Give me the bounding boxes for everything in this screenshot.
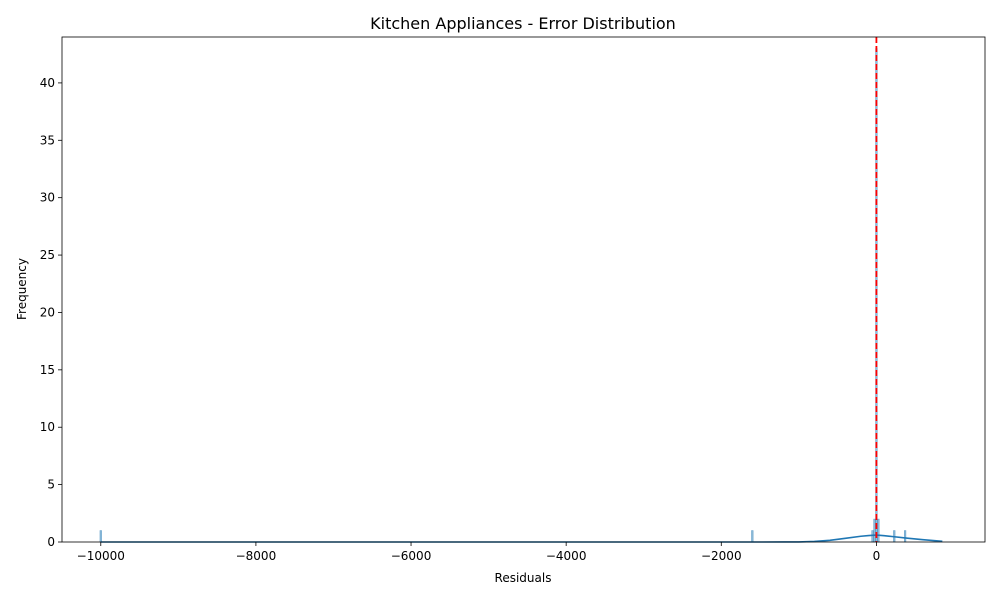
- histogram-bar: [904, 530, 907, 543]
- y-tick-label: 5: [47, 478, 55, 492]
- kde-curve: [100, 534, 943, 543]
- x-tick-label: −2000: [701, 549, 742, 563]
- x-tick-label: −8000: [236, 549, 277, 563]
- x-tick-label: 0: [873, 549, 881, 563]
- y-axis: 0 5 10 15 20 25 30 35 40: [40, 76, 62, 549]
- histogram-bar: [871, 530, 874, 543]
- x-tick-label: −6000: [391, 549, 432, 563]
- plot-area: [61, 36, 986, 543]
- histogram-bar: [873, 518, 876, 543]
- y-tick-label: 40: [40, 76, 55, 90]
- histogram-bar: [877, 518, 880, 543]
- x-tick-label: −10000: [77, 549, 125, 563]
- y-tick-label: 25: [40, 248, 55, 262]
- y-tick-label: 30: [40, 191, 55, 205]
- x-tick-label: −4000: [546, 549, 587, 563]
- x-axis-title: Residuals: [495, 571, 552, 585]
- y-tick-label: 15: [40, 363, 55, 377]
- histogram-bar: [751, 530, 754, 543]
- histogram-bar: [99, 530, 102, 543]
- x-axis: −10000 −8000 −6000 −4000 −2000 0: [77, 542, 881, 563]
- chart-title: Kitchen Appliances - Error Distribution: [370, 14, 676, 33]
- y-tick-label: 10: [40, 420, 55, 434]
- y-tick-label: 0: [47, 535, 55, 549]
- y-tick-label: 35: [40, 133, 55, 147]
- y-tick-label: 20: [40, 305, 55, 319]
- plot-frame: [61, 36, 986, 543]
- y-axis-title: Frequency: [15, 258, 29, 320]
